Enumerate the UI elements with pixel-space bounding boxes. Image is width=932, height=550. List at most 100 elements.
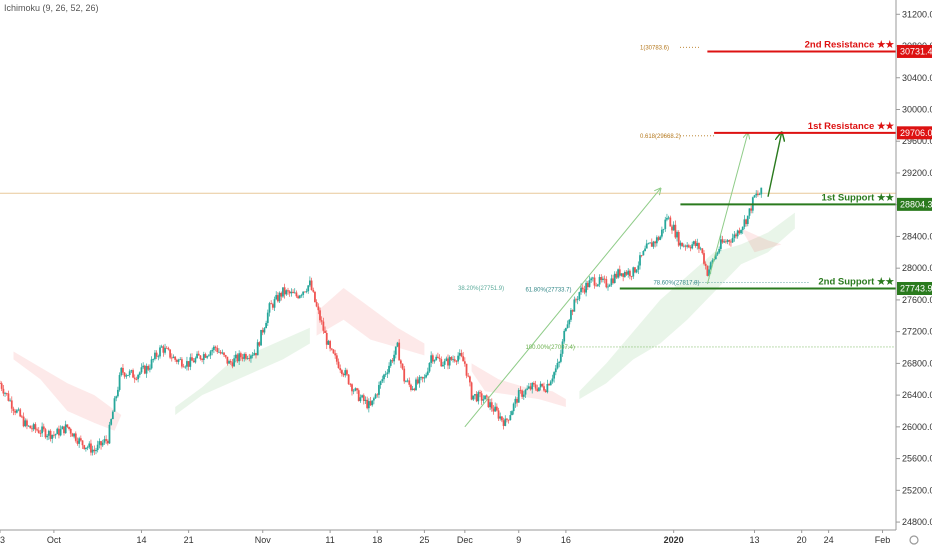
candle-body xyxy=(679,242,682,246)
candle-body xyxy=(581,287,584,290)
x-tick-label: 20 xyxy=(797,535,807,545)
candle-body xyxy=(26,420,28,426)
candle-body xyxy=(474,394,476,396)
candle-body xyxy=(421,376,424,379)
candle-body xyxy=(162,346,165,353)
candle-body xyxy=(256,342,259,356)
candle-body xyxy=(563,330,566,342)
candle-body xyxy=(566,324,569,329)
candle-body xyxy=(354,388,357,391)
candle-body xyxy=(647,243,650,245)
candle-body xyxy=(42,426,45,430)
candle-body xyxy=(258,342,261,346)
x-tick-label: Oct xyxy=(47,535,62,545)
candle-body xyxy=(172,356,175,359)
candle-body xyxy=(694,241,697,246)
candle-body xyxy=(160,346,163,348)
candle-body xyxy=(268,303,271,313)
fib-label-4: 78.60%(27817.8) xyxy=(653,281,699,287)
candle-body xyxy=(37,430,40,434)
candle-body xyxy=(4,393,6,394)
x-tick-label: 25 xyxy=(419,535,429,545)
candle-body xyxy=(652,241,655,247)
settings-gear-icon[interactable] xyxy=(909,535,919,545)
candle-body xyxy=(362,395,365,401)
candle-body xyxy=(716,252,719,255)
candle-body xyxy=(522,394,525,397)
x-tick-label: 18 xyxy=(372,535,382,545)
candle-body xyxy=(52,434,55,436)
candle-body xyxy=(44,429,47,438)
candle-body xyxy=(152,359,155,360)
candle-body xyxy=(662,228,665,230)
candle-body xyxy=(475,394,478,402)
candle-body xyxy=(640,255,643,257)
candle-body xyxy=(206,356,209,358)
candle-body xyxy=(270,303,273,305)
candle-body xyxy=(470,382,473,400)
candle-body xyxy=(231,362,234,367)
candle-body xyxy=(681,242,684,247)
candle-body xyxy=(69,428,72,434)
candle-body xyxy=(445,358,448,361)
candle-body xyxy=(98,441,101,445)
candle-body xyxy=(90,443,92,453)
candle-body xyxy=(536,388,539,391)
candle-body xyxy=(420,376,422,378)
candle-body xyxy=(617,269,620,278)
candle-body xyxy=(147,366,150,370)
candle-body xyxy=(148,368,151,370)
candle-body xyxy=(128,371,131,376)
candle-body xyxy=(169,349,172,358)
candle-body xyxy=(443,360,446,365)
candle-body xyxy=(492,408,495,412)
candle-body xyxy=(305,291,308,292)
candle-body xyxy=(667,217,670,219)
candle-body xyxy=(480,393,483,401)
candle-body xyxy=(118,375,121,390)
candle-body xyxy=(34,424,37,430)
candle-body xyxy=(497,410,500,419)
candle-body xyxy=(580,287,582,293)
candle-body xyxy=(246,358,249,359)
candle-body xyxy=(692,241,695,245)
candle-body xyxy=(199,355,202,360)
candle-body xyxy=(180,359,183,367)
candle-body xyxy=(698,243,700,249)
candle-body xyxy=(113,398,116,412)
level-badge-text-3: 27743.9 xyxy=(900,283,932,293)
candle-body xyxy=(351,384,353,392)
y-tick-label: 24800.0 xyxy=(902,517,932,527)
candle-body xyxy=(541,383,544,387)
x-tick-label: Nov xyxy=(255,535,272,545)
candle-body xyxy=(575,299,577,301)
candle-body xyxy=(699,248,702,250)
candle-body xyxy=(68,426,70,429)
candle-body xyxy=(261,329,264,333)
candle-body xyxy=(157,356,160,358)
candle-body xyxy=(672,224,675,231)
candle-body xyxy=(285,290,288,295)
candle-body xyxy=(657,237,660,240)
candle-body xyxy=(426,371,429,375)
candle-body xyxy=(645,243,648,249)
candle-body xyxy=(748,208,751,216)
candle-body xyxy=(435,356,438,361)
candle-body xyxy=(5,393,8,394)
candle-body xyxy=(101,442,104,446)
candle-body xyxy=(14,410,17,413)
candle-body xyxy=(20,416,23,418)
candle-body xyxy=(182,366,185,368)
candle-body xyxy=(379,381,382,386)
candle-body xyxy=(324,330,326,333)
candle-body xyxy=(298,295,301,299)
candle-body xyxy=(671,226,673,231)
candle-body xyxy=(462,356,465,362)
x-tick-label: 23 xyxy=(0,535,5,545)
candle-body xyxy=(506,418,508,420)
candle-body xyxy=(760,187,763,195)
candle-body xyxy=(612,278,614,284)
candle-body xyxy=(218,351,220,353)
candle-body xyxy=(293,292,296,294)
